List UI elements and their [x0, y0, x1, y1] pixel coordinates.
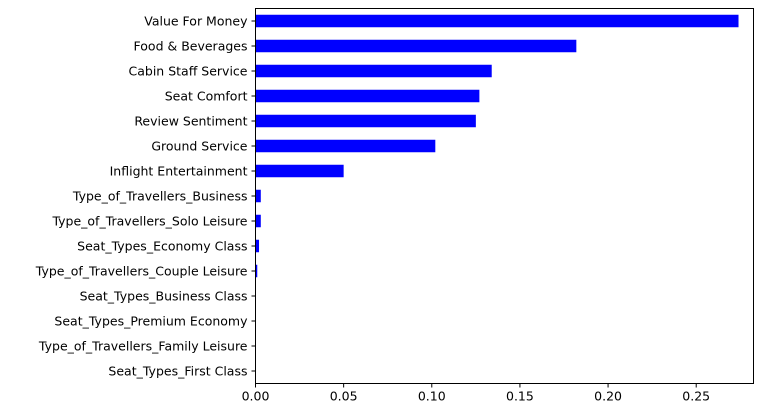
bar	[255, 214, 261, 228]
bar	[255, 164, 344, 178]
bar	[255, 64, 492, 78]
y-tick-label: Type_of_Travellers_Solo Leisure	[51, 214, 247, 229]
y-tick-label: Seat Comfort	[165, 89, 248, 104]
bar	[255, 114, 476, 128]
plot-frame	[255, 8, 754, 384]
y-tick-label: Seat_Types_Premium Economy	[54, 314, 248, 329]
x-tick-label: 0.05	[330, 389, 358, 404]
bar	[255, 239, 260, 253]
x-tick-label: 0.00	[242, 389, 270, 404]
y-tick-label: Type_of_Travellers_Business	[72, 189, 248, 204]
y-tick-label: Review Sentiment	[134, 114, 247, 129]
y-tick-label: Food & Beverages	[134, 39, 248, 54]
bar	[255, 89, 480, 103]
y-tick-label: Inflight Entertainment	[110, 164, 248, 179]
bar	[255, 264, 258, 278]
bar	[255, 139, 436, 153]
x-tick-label: 0.10	[418, 389, 446, 404]
bar	[255, 189, 261, 203]
y-tick-label: Seat_Types_Economy Class	[77, 239, 247, 254]
y-tick-label: Type_of_Travellers_Couple Leisure	[35, 264, 248, 279]
bar	[255, 39, 577, 53]
x-tick-label: 0.20	[594, 389, 622, 404]
y-tick-label: Ground Service	[151, 139, 247, 154]
y-tick-label: Value For Money	[144, 14, 248, 29]
x-tick-label: 0.15	[506, 389, 534, 404]
x-axis: 0.00 0.05 0.10 0.15 0.20 0.25	[242, 383, 710, 404]
x-tick-label: 0.25	[682, 389, 710, 404]
y-tick-label: Seat_Types_Business Class	[80, 289, 248, 304]
bars-group	[255, 14, 739, 278]
bar	[255, 14, 739, 28]
y-tick-label: Cabin Staff Service	[129, 64, 248, 79]
y-axis: Value For Money Food & Beverages Cabin Sta…	[35, 14, 256, 379]
y-tick-label: Type_of_Travellers_Family Leisure	[38, 339, 248, 354]
y-tick-label: Seat_Types_First Class	[108, 364, 247, 379]
